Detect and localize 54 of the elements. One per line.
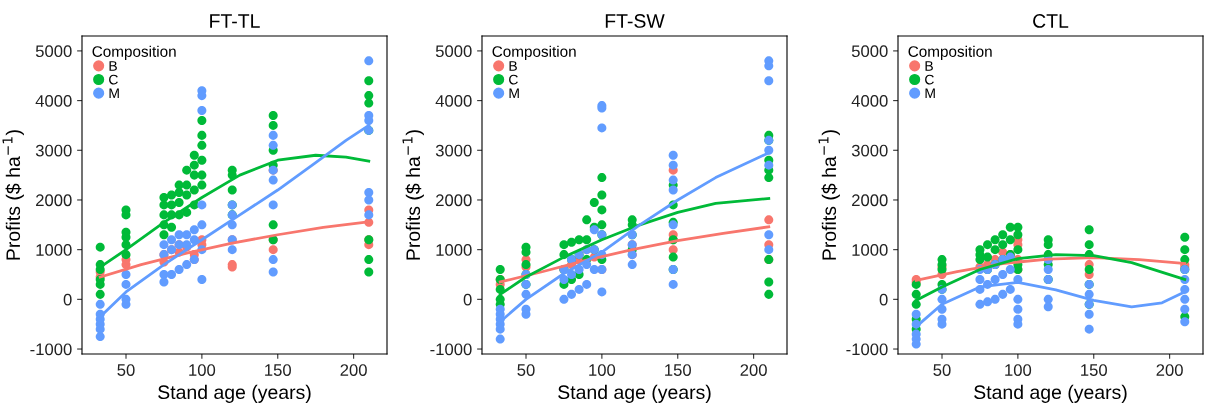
y-tick-label: 1000 bbox=[36, 244, 72, 256]
x-tick-label: 150 bbox=[1081, 364, 1107, 376]
legend-label: C bbox=[109, 74, 118, 85]
x-axis-title: Stand age (years) bbox=[158, 384, 311, 403]
y-axis-title: Profits ($ ha$^{−1}$) bbox=[818, 130, 840, 260]
y-tick-label: -1000 bbox=[30, 343, 72, 356]
y-axis-title: Profits ($ ha$^{−1}$) bbox=[2, 130, 24, 260]
y-tick-label: 5000 bbox=[35, 45, 72, 58]
legend-label: M bbox=[509, 88, 519, 99]
chart-title: CTL bbox=[1033, 14, 1069, 28]
y-tick-label: 2000 bbox=[436, 194, 472, 207]
legend-label: C bbox=[509, 74, 518, 85]
y-tick-label: 1000 bbox=[852, 244, 888, 256]
y-tick-label: 3000 bbox=[851, 144, 888, 157]
y-axis-title: Profits ($ ha$^{−1}$) bbox=[402, 130, 424, 260]
y-tick-label: -1000 bbox=[846, 343, 888, 356]
x-tick-label: 50 bbox=[517, 364, 535, 376]
y-tick-label: 0 bbox=[463, 293, 472, 306]
x-axis-title: Stand age (years) bbox=[558, 384, 711, 403]
y-tick-label: 2000 bbox=[36, 194, 72, 207]
legend-title: Composition bbox=[908, 45, 992, 60]
legend-label: B bbox=[109, 61, 117, 71]
legend-label: C bbox=[925, 74, 934, 85]
legend-label: B bbox=[509, 61, 517, 71]
legend-label: M bbox=[925, 88, 935, 99]
x-tick-label: 200 bbox=[740, 364, 767, 376]
legend-label: B bbox=[925, 61, 933, 71]
y-tick-label: 1000 bbox=[436, 244, 472, 256]
legend-label: M bbox=[109, 88, 119, 99]
y-tick-label: 0 bbox=[63, 293, 72, 306]
x-tick-label: 200 bbox=[340, 364, 367, 376]
legend-title: Composition bbox=[92, 45, 176, 60]
y-tick-label: 4000 bbox=[851, 94, 888, 107]
x-tick-label: 50 bbox=[117, 364, 135, 376]
x-tick-label: 100 bbox=[1005, 364, 1032, 376]
chart-title: FT-SW bbox=[605, 14, 665, 28]
x-tick-label: 100 bbox=[189, 364, 216, 376]
y-tick-label: 3000 bbox=[35, 144, 72, 157]
chart-title: FT-TL bbox=[210, 14, 260, 28]
y-tick-label: -1000 bbox=[430, 343, 472, 356]
y-tick-label: 4000 bbox=[35, 94, 72, 107]
legend-title: Composition bbox=[492, 45, 576, 60]
x-axis-title: Stand age (years) bbox=[974, 384, 1127, 403]
y-tick-label: 2000 bbox=[852, 194, 888, 207]
y-tick-label: 3000 bbox=[435, 144, 472, 157]
y-tick-label: 4000 bbox=[435, 94, 472, 107]
y-tick-label: 5000 bbox=[435, 45, 472, 58]
x-tick-label: 150 bbox=[265, 364, 291, 376]
x-tick-label: 50 bbox=[933, 364, 951, 376]
y-tick-label: 0 bbox=[879, 293, 888, 306]
x-tick-label: 100 bbox=[589, 364, 616, 376]
x-tick-label: 200 bbox=[1156, 364, 1183, 376]
y-tick-label: 5000 bbox=[851, 45, 888, 58]
x-tick-label: 150 bbox=[665, 364, 691, 376]
